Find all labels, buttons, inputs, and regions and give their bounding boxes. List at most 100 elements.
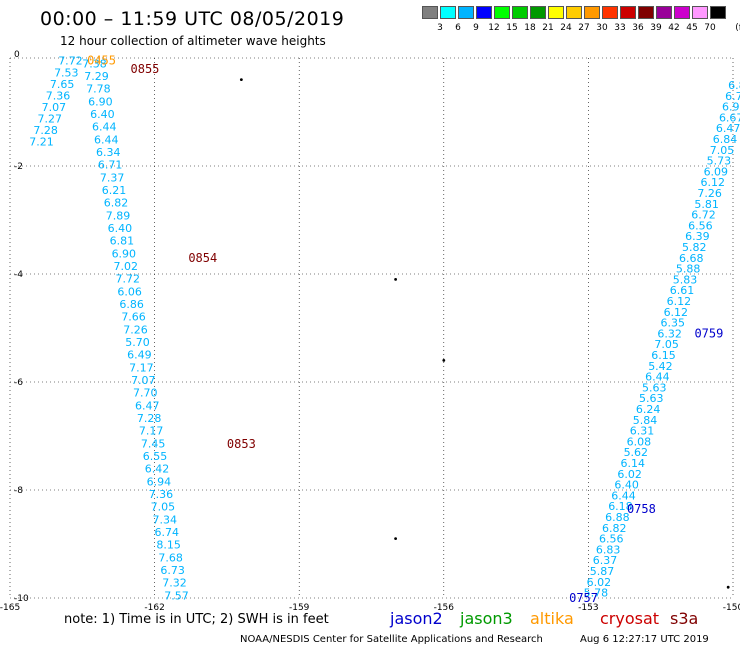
wave-height-value: 5.70 <box>125 336 149 349</box>
wave-height-value: 7.72 <box>58 55 82 68</box>
wave-height-value: 6.90 <box>88 95 113 108</box>
wave-height-value: 6.71 <box>98 159 123 172</box>
wave-height-value: 6.83 <box>596 543 621 556</box>
wave-height-value: 5.78 <box>584 587 609 600</box>
wave-height-value: 7.26 <box>697 187 722 200</box>
wave-height-value: 7.65 <box>50 78 75 91</box>
wave-height-value: 6.84 <box>713 133 738 146</box>
satellite-name: jason3 <box>460 609 513 628</box>
wave-height-value: 5.87 <box>590 565 615 578</box>
legend-swatch <box>602 6 618 19</box>
lat-tick-label: -2 <box>14 162 23 172</box>
wave-height-value: 7.70 <box>133 387 158 400</box>
wave-height-value: 6.44 <box>645 371 670 384</box>
wave-height-value: 7.78 <box>86 83 111 96</box>
pass-time-label: 0855 <box>131 62 160 76</box>
wave-height-value: 5.83 <box>673 273 698 286</box>
wave-height-value: 7.28 <box>137 412 162 425</box>
wave-height-value: 7.07 <box>131 374 156 387</box>
legend-label: 6 <box>455 23 461 33</box>
wave-height-value: 6.56 <box>688 219 713 232</box>
wave-height-value: 6.42 <box>145 463 170 476</box>
wave-height-value: 7.17 <box>139 425 164 438</box>
wave-height-value: 7.28 <box>33 124 58 137</box>
wave-height-value: 6.71 <box>725 90 740 103</box>
wave-height-value: 8.15 <box>156 539 181 552</box>
wave-height-value: 7.02 <box>114 260 138 273</box>
legend-label: 3 <box>437 23 443 33</box>
island-markers <box>239 78 730 589</box>
legend-label: 9 <box>473 23 479 33</box>
wave-height-value: 6.14 <box>620 457 645 470</box>
wave-height-value: 7.36 <box>149 488 174 501</box>
lat-tick-label: -6 <box>14 378 23 388</box>
wave-height-value: 6.95 <box>722 101 740 114</box>
legend-swatch <box>512 6 528 19</box>
legend-label: 12 <box>488 23 500 33</box>
wave-height-value: 7.53 <box>54 66 79 79</box>
wave-height-value: 6.40 <box>90 108 115 121</box>
satellite-name: jason2 <box>390 609 443 628</box>
wave-height-value: 6.74 <box>154 526 179 539</box>
wave-height-value: 6.40 <box>108 222 133 235</box>
legend-label: 70 <box>704 23 716 33</box>
wave-height-value: 6.67 <box>719 111 740 124</box>
wave-height-value: 5.73 <box>707 155 732 168</box>
legend-swatch <box>422 6 438 19</box>
lon-tick-label: -165 <box>0 603 20 613</box>
legend-label: 18 <box>524 23 536 33</box>
legend-unit: (ft) <box>735 23 740 33</box>
wave-height-value: 6.82 <box>104 197 128 210</box>
wave-height-value: 6.21 <box>102 184 127 197</box>
wave-height-value: 6.86 <box>119 298 144 311</box>
wave-height-value: 7.27 <box>38 113 63 126</box>
lat-tick-label: -10 <box>14 594 29 604</box>
wave-height-value: 6.32 <box>657 327 682 340</box>
legend-label: 27 <box>578 23 590 33</box>
satellite-name: cryosat <box>600 609 660 628</box>
legend-label: 21 <box>542 23 554 33</box>
wave-height-value: 6.49 <box>127 349 152 362</box>
wave-height-value: 6.47 <box>716 122 740 135</box>
wave-height-value: 7.34 <box>153 513 178 526</box>
wave-height-value: 6.55 <box>143 450 168 463</box>
wave-height-value: 6.39 <box>685 230 710 243</box>
legend-label: 45 <box>686 23 698 33</box>
wave-height-value: 6.02 <box>617 468 642 481</box>
lon-tick-label: -150 <box>723 603 740 613</box>
wave-height-value: 7.05 <box>710 144 735 157</box>
wave-height-value: 7.21 <box>29 136 53 149</box>
legend-swatch <box>710 6 726 19</box>
wave-height-value: 6.09 <box>704 165 729 178</box>
legend-label: 30 <box>596 23 608 33</box>
wave-height-value: 6.47 <box>135 399 160 412</box>
wave-height-value: 5.62 <box>624 446 649 459</box>
wave-height-value: 7.29 <box>84 70 109 83</box>
wave-height-value: 6.44 <box>92 121 117 134</box>
legend-swatch <box>530 6 546 19</box>
wave-height-value: 7.36 <box>46 89 70 102</box>
legend-swatch <box>638 6 654 19</box>
wave-height-value: 7.68 <box>158 551 183 564</box>
wave-height-value: 7.17 <box>129 361 154 374</box>
wave-height-value: 6.40 <box>614 479 639 492</box>
footer-credit: NOAA/NESDIS Center for Satellite Applica… <box>240 634 543 645</box>
map-axes: -165 -162 -159 -156 -153 -150 0 -2 -4 -6 -8 -10 <box>0 50 740 613</box>
lon-tick-label: -156 <box>434 603 455 613</box>
legend-label: 24 <box>560 23 572 33</box>
legend-label: 42 <box>668 23 680 33</box>
wave-height-value: 7.05 <box>654 338 679 351</box>
island-marker <box>394 278 397 281</box>
legend-swatch <box>692 6 708 19</box>
wave-height-value: 6.44 <box>611 489 636 502</box>
legend-label: 36 <box>632 23 644 33</box>
pass-time-label: 0455 <box>87 54 116 68</box>
wave-height-value: 6.12 <box>700 176 725 189</box>
lat-tick-label: 0 <box>14 50 20 60</box>
island-marker <box>239 78 243 81</box>
legend-label: 39 <box>650 23 662 33</box>
wave-height-value: 6.06 <box>117 285 142 298</box>
island-marker <box>726 585 730 589</box>
pass-time-label: 0854 <box>188 251 217 265</box>
